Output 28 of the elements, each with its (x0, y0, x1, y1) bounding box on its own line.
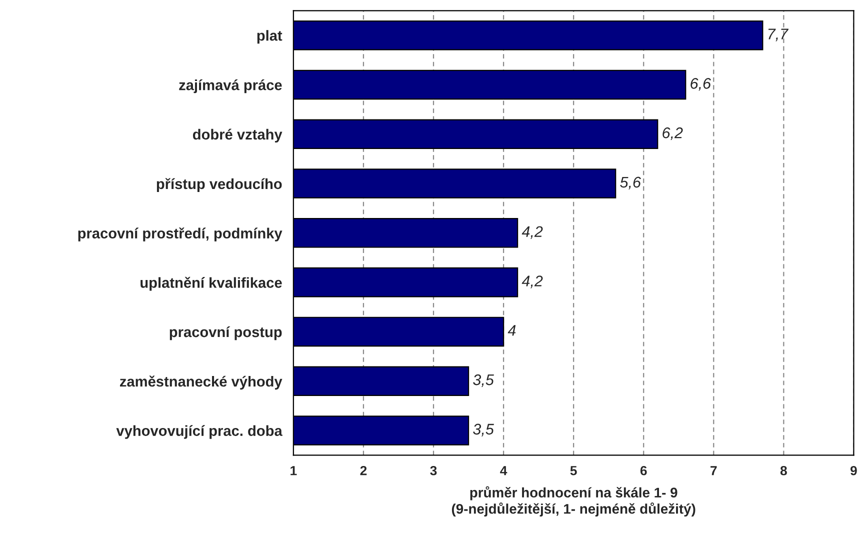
data-label: 4 (508, 325, 516, 336)
data-label: 7,7 (768, 28, 789, 42)
x-tick-label: 6 (640, 466, 647, 476)
x-axis-title: průměr hodnocení na škále 1- 9 (9-nejdůležitější, 1- nejméně důležitý) (452, 486, 696, 517)
x-tick-label: 7 (710, 466, 717, 476)
x-tick-label: 2 (360, 466, 367, 476)
y-tick-label: plat (257, 30, 282, 44)
x-tick-label: 3 (430, 466, 437, 476)
y-tick-label: zajímavá práce (179, 79, 282, 94)
data-label: 6,2 (662, 127, 683, 140)
x-tick-label: 9 (850, 466, 857, 476)
x-tick-label: 5 (570, 466, 577, 476)
y-tick-label: pracovní prostředí, podmínky (78, 227, 282, 242)
data-label: 4,2 (522, 276, 543, 288)
y-tick-label: uplatnění kvalifikace (140, 276, 282, 291)
x-tick-label: 4 (500, 466, 508, 476)
y-tick-label: přístup vedoucího (156, 178, 282, 192)
x-tick-label: 8 (780, 466, 787, 476)
data-label: 3,5 (473, 424, 494, 436)
y-tick-label: zaměstnanecké výhody (120, 376, 282, 390)
data-label: 3,5 (473, 374, 494, 387)
x-tick-label: 1 (290, 466, 297, 476)
y-tick-label: dobré vztahy (192, 128, 282, 143)
y-tick-label: vyhovovující prac. doba (116, 425, 282, 439)
data-label: 6,6 (690, 78, 712, 91)
data-label: 4,2 (522, 226, 543, 239)
data-label: 5,6 (620, 176, 641, 190)
y-tick-label: pracovní postup (170, 326, 282, 340)
